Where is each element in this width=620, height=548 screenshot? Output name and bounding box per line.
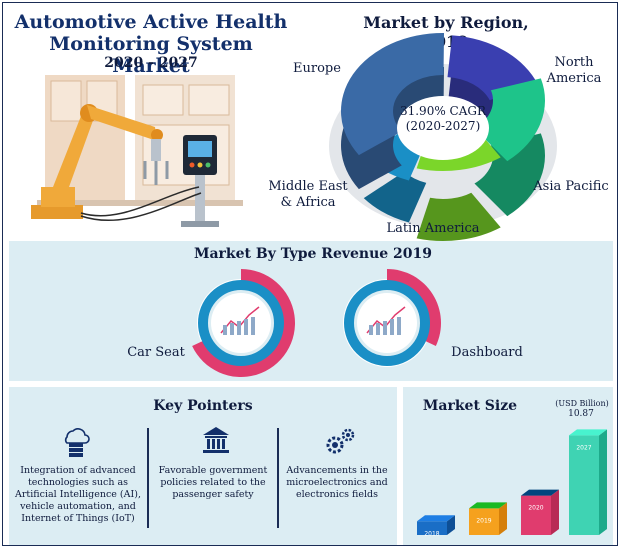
region-label-europe: Europe xyxy=(293,61,341,76)
region-slice-europe xyxy=(341,33,445,190)
period-label: 2020 - 2027 xyxy=(104,55,198,71)
type-label-car-seat: Car Seat xyxy=(127,345,185,360)
type-revenue-panel xyxy=(9,241,613,381)
market-size-title: Market Size xyxy=(422,398,518,414)
type-label-dashboard: Dashboard xyxy=(451,345,523,360)
region-donut-hole xyxy=(397,96,489,160)
type-donut-dashboard xyxy=(343,269,441,367)
region-donut-chart xyxy=(329,33,557,241)
market-size-bar-2018: 2018 xyxy=(417,515,455,537)
region-label-mea: Middle East & Africa xyxy=(268,179,348,210)
type-revenue-donuts xyxy=(192,269,441,377)
type-ring xyxy=(344,280,430,366)
key-pointer-divider-1 xyxy=(147,428,149,528)
type-revenue-title: Market By Type Revenue 2019 xyxy=(193,246,432,262)
market-size-bars: 2018 2019 2020 2027 xyxy=(417,429,607,537)
type-donut-car-seat xyxy=(192,269,295,377)
region-slice-asia-pacific xyxy=(474,78,545,217)
type-ring xyxy=(198,280,284,366)
robot-arm-illustration xyxy=(31,75,243,227)
market-size-final-value: 10.87 xyxy=(568,409,594,419)
gears-icon xyxy=(326,428,355,454)
key-pointers-title: Key Pointers xyxy=(153,398,253,414)
key-pointer-divider-2 xyxy=(277,428,279,528)
market-size-bar-label: 2019 xyxy=(476,517,491,524)
mini-chart-icon xyxy=(366,306,406,335)
mini-chart-icon xyxy=(220,306,260,335)
market-size-bar-label: 2020 xyxy=(528,505,543,512)
key-pointer-2: Favorable government policies related to… xyxy=(158,465,268,500)
robot-base xyxy=(31,205,83,219)
region-label-latin-america: Latin America xyxy=(386,221,480,236)
market-size-bar-2027: 2027 xyxy=(569,429,607,535)
robot-upper-arm xyxy=(87,105,157,141)
market-size-unit: (USD Billion) xyxy=(555,399,609,408)
key-pointer-3: Advancements in the microelectronics and… xyxy=(286,465,388,500)
key-pointers-panel xyxy=(9,387,397,545)
market-size-bar-label: 2018 xyxy=(424,530,439,537)
government-building-icon xyxy=(203,427,229,453)
key-pointer-1: Integration of advanced technologies suc… xyxy=(15,465,141,524)
market-size-bar-label: 2027 xyxy=(576,444,591,451)
region-label-asia-pacific: Asia Pacific xyxy=(533,179,609,194)
market-size-bar-2019: 2019 xyxy=(469,502,507,535)
cagr-value: 31.90% CAGR xyxy=(399,104,487,118)
page-title: Automotive Active Health Monitoring Syst… xyxy=(14,11,288,77)
cloud-database-icon xyxy=(64,428,90,457)
market-size-bar-2020: 2020 xyxy=(521,489,559,535)
cagr-period: (2020-2027) xyxy=(405,119,481,133)
robot-lower-arm xyxy=(53,111,95,187)
region-label-north-america: North America xyxy=(546,55,602,86)
robot-gripper xyxy=(143,161,169,185)
